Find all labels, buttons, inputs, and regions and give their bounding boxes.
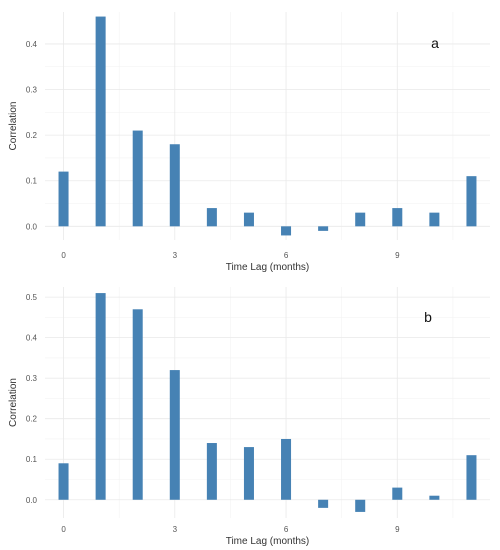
bar (169, 370, 180, 500)
y-tick-label: 0.3 (26, 374, 38, 383)
bar (392, 208, 403, 227)
y-tick-label: 0.1 (26, 455, 38, 464)
x-axis-title: Time Lag (months) (226, 262, 310, 273)
y-tick-label: 0.4 (26, 40, 38, 49)
bar (95, 293, 106, 500)
bar (429, 495, 440, 500)
x-axis-title: Time Lag (months) (226, 536, 310, 547)
y-tick-label: 0.2 (26, 415, 38, 424)
bar (58, 171, 69, 227)
bar (281, 226, 292, 236)
bar (243, 212, 254, 227)
chart-panel-b: 0.0 0.1 0.2 0.3 0.4 0.5 0 3 6 9 Time Lag (months) C… (8, 287, 490, 547)
bar (392, 487, 403, 500)
bar (355, 499, 366, 512)
bar (429, 212, 440, 227)
bar (466, 176, 477, 227)
panel-label: a (431, 35, 439, 51)
bar (206, 443, 217, 500)
panel-label: b (424, 309, 432, 325)
bar (281, 438, 292, 500)
y-axis-title: Correlation (8, 102, 19, 151)
y-axis-title: Correlation (8, 378, 19, 427)
bar (58, 463, 69, 500)
bar (318, 499, 329, 508)
bar (318, 226, 329, 231)
y-tick-label: 0.0 (26, 496, 38, 505)
bar (132, 130, 143, 227)
x-tick-label: 3 (173, 251, 178, 260)
bar (355, 212, 366, 227)
bar (169, 144, 180, 227)
x-tick-label: 9 (395, 525, 400, 534)
x-tick-label: 0 (61, 525, 66, 534)
x-tick-label: 3 (173, 525, 178, 534)
bar (95, 16, 106, 227)
x-tick-label: 6 (284, 251, 289, 260)
y-tick-label: 0.2 (26, 131, 38, 140)
bar (243, 447, 254, 500)
y-tick-label: 0.3 (26, 86, 38, 95)
y-tick-label: 0.4 (26, 334, 38, 343)
x-tick-label: 0 (61, 251, 66, 260)
y-tick-label: 0.5 (26, 293, 38, 302)
bar (206, 208, 217, 227)
bar (466, 455, 477, 500)
y-tick-label: 0.0 (26, 222, 38, 231)
bar (132, 309, 143, 500)
x-tick-label: 9 (395, 251, 400, 260)
chart-panel-a: 0.0 0.1 0.2 0.3 0.4 0 3 6 9 Time Lag (months) Corr… (8, 12, 490, 273)
y-tick-label: 0.1 (26, 177, 38, 186)
x-tick-label: 6 (284, 525, 289, 534)
